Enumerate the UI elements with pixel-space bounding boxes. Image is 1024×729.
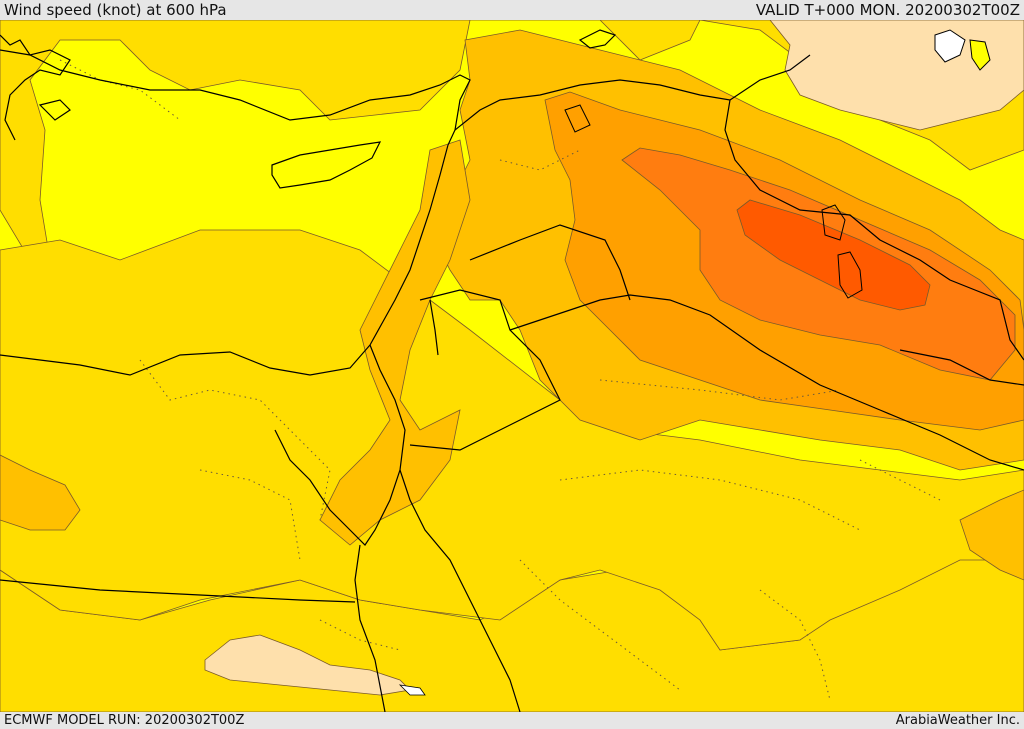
band-amber-west	[0, 454, 81, 531]
weather-map[interactable]	[0, 20, 1024, 712]
model-run: ECMWF MODEL RUN: 20200302T00Z	[4, 713, 245, 728]
credit-text: ArabiaWeather Inc.	[895, 713, 1020, 728]
lake-nasser-edge	[398, 684, 426, 696]
band-red-orange	[736, 199, 931, 311]
band-gold-central	[0, 229, 1024, 651]
lake-razazah	[837, 251, 863, 299]
band-light-beige-sw	[204, 634, 411, 696]
dotted-contours	[59, 59, 941, 701]
lake-assad	[564, 104, 591, 133]
footer-bar: ECMWF MODEL RUN: 20200302T00Z ArabiaWeat…	[0, 712, 1024, 729]
map-canvas	[0, 20, 1024, 712]
lake-van	[934, 29, 966, 63]
valid-time: VALID T+000 MON. 20200302T00Z	[755, 1, 1020, 19]
map-title: Wind speed (knot) at 600 hPa	[4, 1, 227, 19]
band-amber-se	[959, 489, 1024, 581]
lake-tharthar	[821, 204, 846, 241]
header-bar: Wind speed (knot) at 600 hPa VALID T+000…	[0, 0, 1024, 20]
coastlines-and-borders	[0, 29, 1024, 712]
lake-urmia	[969, 39, 991, 71]
